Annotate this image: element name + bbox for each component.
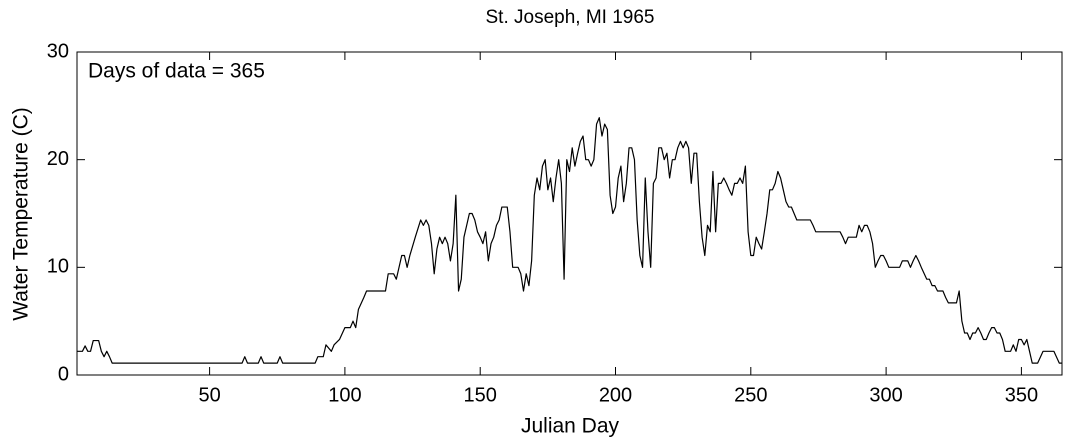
plot-frame bbox=[76, 51, 1063, 376]
y-tick-label: 10 bbox=[47, 256, 69, 278]
chart-title: St. Joseph, MI 1965 bbox=[486, 7, 655, 28]
x-tick-label: 300 bbox=[869, 384, 902, 406]
x-tick-label: 250 bbox=[734, 384, 767, 406]
annotation: Days of data = 365 bbox=[88, 60, 265, 83]
data-line bbox=[77, 117, 1062, 364]
x-tick-label: 150 bbox=[464, 384, 497, 406]
y-tick-label: 0 bbox=[58, 363, 69, 385]
x-tick-label: 50 bbox=[198, 384, 220, 406]
y-axis-label: Water Temperature (C) bbox=[10, 107, 33, 321]
y-tick-label: 30 bbox=[47, 40, 69, 62]
y-tick-label: 20 bbox=[47, 148, 69, 170]
x-tick-label: 200 bbox=[599, 384, 632, 406]
x-tick-label: 350 bbox=[1005, 384, 1038, 406]
x-axis-label: Julian Day bbox=[521, 415, 620, 438]
x-tick-label: 100 bbox=[328, 384, 361, 406]
